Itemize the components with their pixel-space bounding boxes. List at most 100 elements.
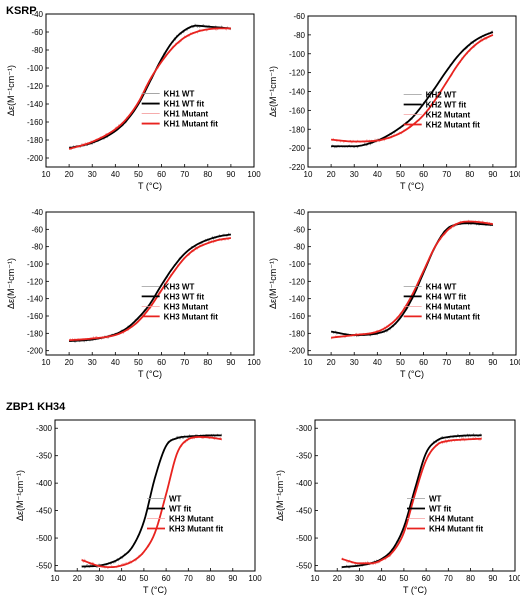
y-tick-label: -60	[31, 28, 43, 37]
plot-frame	[54, 419, 256, 572]
x-tick-label: 60	[157, 170, 166, 179]
legend-label: WT fit	[429, 505, 452, 514]
y-tick-label: -160	[289, 106, 306, 115]
x-tick-label: 10	[304, 170, 313, 179]
plot-frame	[45, 211, 255, 356]
y-tick-label: -80	[31, 243, 43, 252]
y-tick-label: -200	[289, 347, 306, 356]
series-line-4	[81, 436, 222, 569]
series-line-1	[81, 433, 222, 569]
y-axis-title: Δε(M⁻¹cm⁻¹)	[6, 65, 16, 116]
series-line-4	[69, 237, 232, 342]
y-tick-label: -300	[36, 424, 53, 433]
legend-label: WT	[429, 495, 442, 504]
y-tick-label: -180	[289, 329, 306, 338]
y-tick-label: -140	[27, 100, 44, 109]
y-tick-label: -40	[31, 208, 43, 217]
series-line-1	[68, 232, 232, 343]
y-tick-label: -160	[27, 118, 44, 127]
x-tick-label: 70	[444, 574, 453, 583]
x-tick-label: 50	[134, 170, 143, 179]
y-tick-label: -500	[36, 534, 53, 543]
legend-label: KH3 WT fit	[164, 292, 205, 301]
series-line-2	[341, 434, 482, 569]
x-axis-title: T (°C)	[138, 181, 162, 191]
x-tick-label: 100	[509, 358, 520, 367]
y-tick-label: -60	[293, 12, 305, 21]
y-tick-label: -40	[31, 10, 43, 19]
y-tick-label: -200	[27, 347, 44, 356]
x-tick-label: 30	[88, 358, 97, 367]
x-tick-label: 40	[377, 574, 386, 583]
x-tick-label: 20	[333, 574, 342, 583]
x-tick-label: 80	[203, 170, 212, 179]
x-tick-label: 90	[228, 574, 237, 583]
y-tick-label: -550	[36, 562, 53, 571]
x-tick-label: 20	[65, 170, 74, 179]
section-label-ksrp: KSRP	[6, 5, 37, 17]
y-axis-title: Δε(M⁻¹cm⁻¹)	[6, 258, 16, 309]
series-line-2	[69, 233, 232, 343]
y-axis-title: Δε(M⁻¹cm⁻¹)	[268, 258, 278, 309]
x-tick-label: 60	[422, 574, 431, 583]
chart-panel-4: 10 20 30 40 50 60 70 80 90 100 -200 -180 -160 -140 -12…	[268, 208, 520, 379]
legend-label: KH4 Mutant	[426, 302, 471, 311]
y-tick-label: -140	[289, 88, 306, 97]
x-tick-label: 50	[134, 358, 143, 367]
x-tick-label: 20	[327, 170, 336, 179]
x-axis-title: T (°C)	[400, 181, 424, 191]
legend-label: KH1 WT	[164, 90, 195, 99]
x-tick-label: 20	[327, 358, 336, 367]
series-group	[341, 432, 482, 569]
series-line-3	[68, 237, 232, 342]
legend-label: KH4 Mutant fit	[426, 312, 481, 321]
legend-label: WT	[169, 495, 182, 504]
y-tick-label: -100	[289, 50, 306, 59]
x-tick-label: 60	[419, 358, 428, 367]
x-tick-label: 90	[488, 358, 497, 367]
y-tick-label: -120	[27, 277, 44, 286]
chart-panel-3: 10 20 30 40 50 60 70 80 90 100 -200 -180 -160 -140 -12…	[6, 208, 261, 379]
y-tick-label: -180	[27, 136, 44, 145]
y-tick-label: -200	[289, 144, 306, 153]
y-tick-label: -450	[36, 507, 53, 516]
y-tick-label: -100	[289, 260, 306, 269]
y-tick-label: -120	[27, 82, 44, 91]
x-tick-label: 40	[373, 358, 382, 367]
y-tick-label: -180	[289, 125, 306, 134]
legend-label: KH2 WT fit	[426, 101, 467, 110]
x-tick-label: 20	[73, 574, 82, 583]
x-tick-label: 90	[488, 170, 497, 179]
series-line-2	[331, 31, 494, 148]
legend-label: KH3 Mutant	[164, 302, 209, 311]
legend-label: KH2 Mutant fit	[426, 121, 481, 130]
series-line-4	[341, 437, 482, 565]
plot-frame	[314, 419, 516, 572]
y-tick-label: -100	[27, 64, 44, 73]
x-tick-label: 30	[355, 574, 364, 583]
y-tick-label: -350	[296, 452, 313, 461]
x-tick-label: 60	[419, 170, 428, 179]
x-tick-label: 90	[226, 170, 235, 179]
x-tick-label: 70	[184, 574, 193, 583]
x-tick-label: 70	[180, 170, 189, 179]
legend-label: KH4 Mutant	[429, 515, 474, 524]
x-tick-label: 50	[139, 574, 148, 583]
x-tick-label: 40	[117, 574, 126, 583]
legend-label: KH1 Mutant fit	[164, 120, 219, 129]
x-tick-label: 80	[466, 574, 475, 583]
x-tick-label: 10	[304, 358, 313, 367]
y-tick-label: -80	[293, 243, 305, 252]
plot-frame	[307, 211, 517, 356]
legend-label: KH1 Mutant	[164, 110, 209, 119]
x-tick-label: 40	[111, 358, 120, 367]
x-tick-label: 30	[88, 170, 97, 179]
plots-container: 10 20 30 40 50 60 70 80 90 100 -200 -180 -160 -140 -12…	[6, 10, 520, 595]
x-tick-label: 100	[247, 358, 261, 367]
y-tick-label: -100	[27, 260, 44, 269]
x-tick-label: 60	[162, 574, 171, 583]
y-tick-label: -60	[293, 225, 305, 234]
series-line-3	[81, 434, 223, 570]
x-tick-label: 70	[442, 358, 451, 367]
